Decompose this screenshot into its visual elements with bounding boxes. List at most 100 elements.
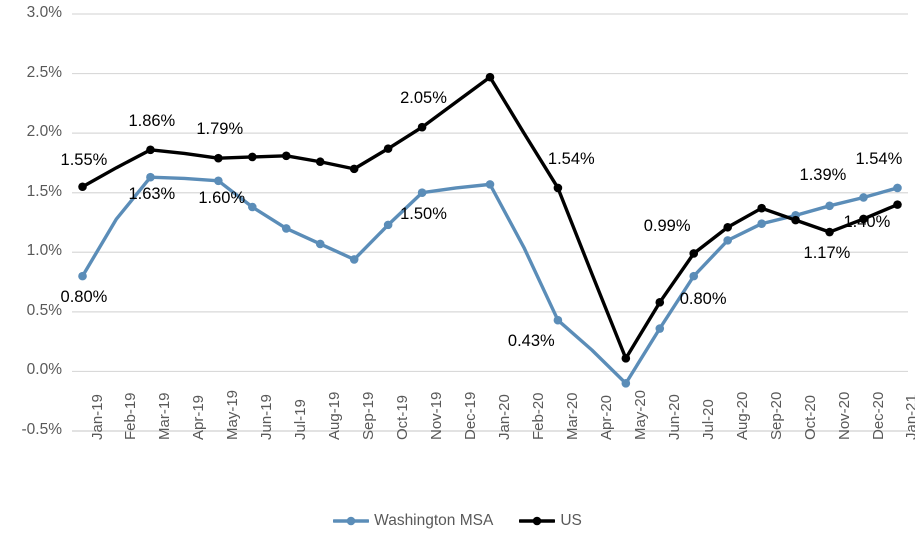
data-point-marker xyxy=(893,200,902,209)
data-point-marker xyxy=(655,324,665,333)
x-axis-category-label: Apr-19 xyxy=(190,394,208,440)
data-point-marker xyxy=(553,315,563,325)
data-point-marker xyxy=(78,182,87,192)
data-point-label: 1.39% xyxy=(799,165,847,184)
data-point-label: 1.60% xyxy=(198,188,246,207)
x-axis-category-label: Jul-19 xyxy=(292,399,310,440)
data-point-marker xyxy=(349,164,359,174)
y-axis-tick-label: 3.0% xyxy=(26,4,62,21)
data-point-marker xyxy=(859,214,868,224)
x-axis-category-label: Jun-20 xyxy=(665,394,683,440)
data-point-label: 2.05% xyxy=(400,89,447,108)
x-axis-category-label: Feb-20 xyxy=(529,392,547,440)
data-point-marker xyxy=(417,188,427,198)
x-axis-category-label: Sep-19 xyxy=(360,391,378,440)
data-point-label: 1.40% xyxy=(843,212,891,231)
x-axis-category-label: Dec-19 xyxy=(462,391,480,440)
legend-line-swatch xyxy=(519,516,556,526)
data-point-marker xyxy=(417,122,427,132)
series-line-washington-msa xyxy=(80,175,900,386)
series-markers xyxy=(78,72,902,388)
x-axis-category-label: Sep-20 xyxy=(767,391,785,440)
data-point-label: 1.79% xyxy=(196,120,244,139)
x-axis-category-label: Jan-20 xyxy=(496,394,513,440)
x-axis-category-label: Apr-20 xyxy=(597,394,615,440)
y-axis-tick-label: 1.5% xyxy=(26,182,62,200)
x-axis-category-label: Dec-20 xyxy=(869,391,887,440)
data-point-label: 0.43% xyxy=(507,332,555,351)
data-point-marker xyxy=(383,144,393,153)
data-point-marker xyxy=(146,145,155,155)
y-axis-tick-label: 2.0% xyxy=(26,123,62,141)
data-point-label: 0.80% xyxy=(60,288,108,307)
data-point-marker xyxy=(214,176,223,186)
data-point-label: 1.55% xyxy=(60,150,108,169)
y-axis-tick-label: 1.0% xyxy=(26,242,62,260)
legend-label: US xyxy=(560,512,582,529)
x-axis-category-label: Jul-20 xyxy=(699,399,717,440)
data-point-label: 1.54% xyxy=(855,149,903,168)
x-axis-category-label: Oct-19 xyxy=(394,394,412,440)
data-point-label: 0.99% xyxy=(643,217,691,236)
data-point-label: 1.54% xyxy=(547,149,595,168)
x-axis-category-label: Feb-19 xyxy=(122,392,140,440)
x-axis-category-label: Mar-20 xyxy=(563,392,581,440)
data-point-marker xyxy=(757,203,766,213)
data-point-marker xyxy=(146,172,155,182)
x-axis-category-label: May-19 xyxy=(224,389,242,440)
data-point-marker xyxy=(621,379,631,388)
data-point-marker xyxy=(825,227,834,237)
data-point-marker xyxy=(689,249,699,258)
x-axis-category-label: Oct-20 xyxy=(801,394,819,440)
data-point-marker xyxy=(825,201,834,211)
data-point-marker xyxy=(248,152,257,162)
data-point-marker xyxy=(485,180,495,189)
legend-item-washington-msa[interactable]: Washington MSA xyxy=(333,512,493,530)
x-axis-category-label: May-20 xyxy=(631,389,649,440)
data-point-marker xyxy=(349,255,359,264)
data-point-marker xyxy=(621,354,631,363)
gridlines xyxy=(72,13,908,432)
data-point-marker xyxy=(757,219,766,228)
data-point-marker xyxy=(315,239,325,249)
data-point-marker xyxy=(553,183,563,193)
data-point-marker xyxy=(383,220,393,230)
x-axis-category-label: Aug-20 xyxy=(733,391,751,440)
data-point-label: 1.50% xyxy=(400,204,447,223)
data-point-label: 1.86% xyxy=(128,111,176,130)
legend-item-us[interactable]: US xyxy=(519,512,582,530)
chart-legend: Washington MSA US xyxy=(0,512,915,530)
data-point-label: 1.17% xyxy=(803,244,851,263)
y-axis-tick-label: -0.5% xyxy=(21,421,63,438)
x-axis-category-label: Nov-20 xyxy=(835,391,853,440)
legend-label: Washington MSA xyxy=(374,512,494,529)
data-point-marker xyxy=(723,236,732,245)
data-point-marker xyxy=(315,157,325,167)
data-point-marker xyxy=(655,298,665,307)
data-point-marker xyxy=(281,151,291,161)
y-axis-tick-label: 2.5% xyxy=(26,63,62,81)
x-axis-category-label: Mar-19 xyxy=(156,392,174,440)
data-point-label: 1.63% xyxy=(128,185,176,204)
data-point-label: 0.80% xyxy=(679,290,727,309)
x-axis-category-label: Jan-19 xyxy=(88,394,106,440)
data-point-marker xyxy=(689,271,699,281)
x-axis-category-label: Jan-21 xyxy=(903,394,915,440)
y-axis-tick-label: 0.0% xyxy=(26,361,62,379)
data-point-marker xyxy=(281,224,291,233)
x-axis-category-label: Nov-19 xyxy=(428,391,446,440)
data-point-marker xyxy=(485,72,495,82)
data-point-marker xyxy=(893,183,902,193)
data-point-marker xyxy=(859,193,868,202)
legend-line-swatch xyxy=(333,516,370,526)
data-point-marker xyxy=(78,271,87,281)
x-axis-category-label: Jun-19 xyxy=(258,394,276,440)
data-point-marker xyxy=(214,153,223,163)
data-point-marker xyxy=(723,222,732,232)
data-point-marker xyxy=(248,202,257,212)
x-axis-category-label: Aug-19 xyxy=(326,391,344,440)
data-point-marker xyxy=(791,215,800,225)
y-axis-tick-label: 0.5% xyxy=(26,301,62,319)
